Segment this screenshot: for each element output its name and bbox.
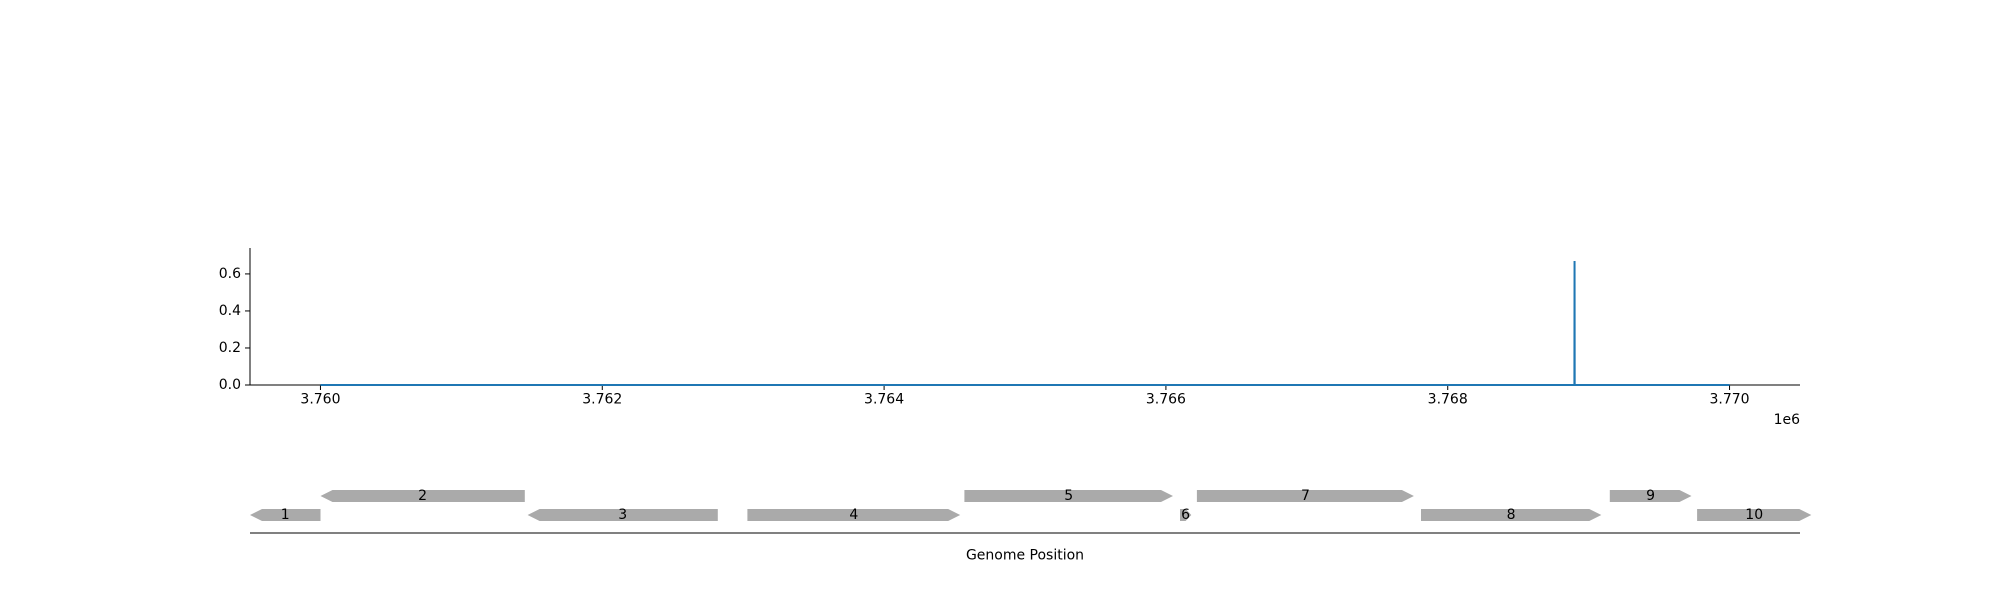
y-tick-label: 0.2 [219, 340, 241, 356]
gene-10-arrow [1697, 509, 1812, 521]
gene-10-label: 10 [1745, 507, 1763, 523]
y-tick-label: 0.0 [219, 377, 241, 393]
gene-7-arrow [1196, 490, 1414, 502]
y-tick-label: 0.4 [219, 303, 241, 319]
gene-9-label: 9 [1646, 488, 1655, 504]
gene-1-label: 1 [281, 507, 290, 523]
gene-2-arrow [320, 490, 525, 502]
gene-2-label: 2 [418, 488, 427, 504]
gene-9-arrow [1609, 490, 1692, 502]
gene-1-arrow [250, 509, 321, 521]
gene-track-x-label: Genome Position [966, 548, 1084, 564]
gene-6-label: 6 [1181, 507, 1190, 523]
x-tick-label: 3.760 [300, 392, 340, 408]
gene-4-label: 4 [849, 507, 858, 523]
x-tick-label: 3.762 [582, 392, 622, 408]
x-tick-label: 3.768 [1428, 392, 1468, 408]
signal-plot: 0.00.20.40.6 3.760 3.762 3.764 3.766 3.768 3.… [219, 248, 1800, 428]
x-offset-label: 1e6 [1774, 412, 1801, 428]
gene-6-arrow [1180, 509, 1192, 521]
gene-3-label: 3 [618, 507, 627, 523]
x-tick-label: 3.766 [1146, 392, 1186, 408]
x-tick-label: 3.764 [864, 392, 904, 408]
gene-track: 1 2 3 4 5 6 7 8 9 10 Genome Position [250, 488, 1812, 564]
gene-3-arrow [527, 509, 718, 521]
gene-4-arrow [747, 509, 961, 521]
x-tick-label: 3.770 [1709, 392, 1749, 408]
y-ticks: 0.0 0.2 0.4 0.6 [219, 266, 250, 393]
x-ticks: 3.760 3.762 3.764 3.766 3.768 3.770 [300, 385, 1750, 408]
gene-8-arrow [1421, 509, 1602, 521]
gene-arrows: 1 2 3 4 5 6 7 8 9 10 [250, 488, 1812, 523]
gene-7-label: 7 [1301, 488, 1310, 504]
signal-series-line [320, 260, 1730, 386]
gene-5-label: 5 [1064, 488, 1073, 504]
gene-8-label: 8 [1507, 507, 1516, 523]
y-tick-label: 0.6 [219, 266, 241, 282]
gene-5-arrow [964, 490, 1173, 502]
